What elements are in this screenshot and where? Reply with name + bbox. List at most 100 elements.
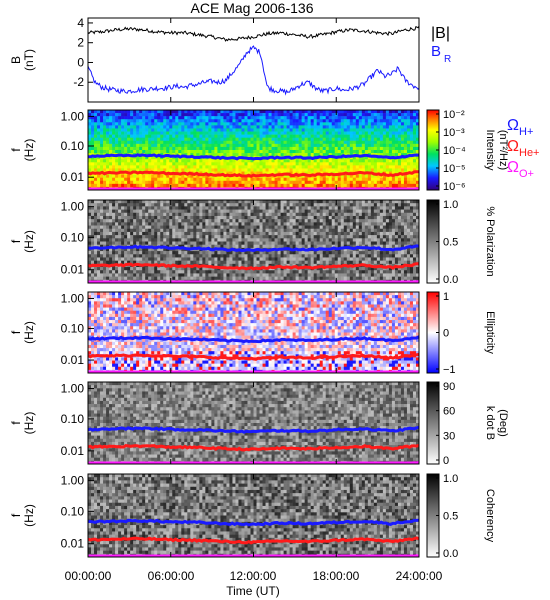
spectrogram-cell (340, 116, 345, 120)
spectrogram-cell (223, 219, 227, 223)
spectrogram-cell (358, 143, 363, 148)
spectrogram-cell (406, 254, 411, 258)
spectrogram-cell (289, 212, 293, 217)
spectrogram-cell (187, 128, 191, 132)
spectrogram-cell (220, 206, 224, 210)
spectrogram-cell (388, 140, 393, 145)
spectrogram-cell (409, 180, 414, 185)
spectrogram-cell (142, 257, 146, 261)
spectrogram-cell (355, 143, 360, 148)
spectrogram-cell (343, 203, 348, 207)
spectrogram-cell (133, 241, 137, 245)
spectrogram-cell (97, 174, 101, 178)
spectrogram-cell (112, 257, 116, 261)
spectrogram-cell (232, 134, 236, 138)
spectrogram-cell (211, 153, 215, 157)
spectrogram-cell (235, 257, 239, 261)
spectrogram-cell (223, 134, 227, 138)
spectrogram-cell (325, 238, 330, 242)
spectrogram-cell (157, 174, 161, 178)
spectrogram-cell (292, 200, 296, 204)
spectrogram-cell (322, 125, 327, 129)
spectrogram-cell (346, 228, 351, 233)
spectrogram-cell (400, 206, 405, 210)
spectrogram-cell (364, 156, 369, 160)
spectrogram-cell (235, 251, 239, 255)
spectrogram-cell (292, 131, 296, 135)
spectrogram-cell (157, 222, 161, 226)
spectrogram-cell (412, 140, 417, 145)
spectrogram-cell (244, 180, 248, 185)
spectrogram-cell (370, 235, 375, 239)
spectrogram-cell (208, 238, 212, 242)
spectrogram-cell (211, 159, 215, 163)
spectrogram-cell (412, 113, 417, 117)
spectrogram-cell (115, 212, 119, 217)
spectrogram-cell (400, 116, 405, 120)
spectrogram-cell (337, 254, 342, 258)
spectrogram-cell (349, 174, 354, 178)
spectrogram-cell (328, 134, 333, 138)
spectrogram-cell (190, 110, 194, 114)
spectrogram-cell (250, 231, 254, 236)
spectrogram-cell (337, 180, 342, 185)
spectrogram-cell (199, 215, 203, 220)
spectrogram-cell (373, 119, 378, 123)
spectrogram-cell (88, 222, 92, 226)
spectrogram-cell (361, 125, 366, 129)
spectrogram-cell (103, 183, 107, 188)
spectrogram-cell (346, 146, 351, 151)
spectrogram-cell (196, 177, 200, 182)
spectrogram-cell (118, 206, 122, 210)
spectrogram-cell (214, 241, 218, 245)
spectrogram-cell (352, 225, 357, 230)
spectrogram-cell (229, 257, 233, 261)
spectrogram-cell (385, 254, 390, 258)
spectrogram-cell (133, 219, 137, 223)
spectrogram-cell (346, 238, 351, 242)
spectrogram-cell (352, 128, 357, 132)
spectrogram-cell (277, 153, 281, 157)
spectrogram-cell (316, 110, 320, 114)
spectrogram-cell (325, 140, 330, 145)
spectrogram-cell (202, 177, 206, 182)
spectrogram-cell (115, 140, 119, 145)
spectrogram-cell (304, 134, 308, 138)
spectrogram-cell (406, 156, 411, 160)
spectrogram-cell (304, 241, 308, 245)
spectrogram-cell (277, 165, 281, 169)
spectrogram-cell (298, 203, 302, 207)
spectrogram-cell (235, 159, 239, 163)
spectrogram-cell (235, 222, 239, 226)
spectrogram-cell (226, 119, 230, 123)
spectrogram-cell (136, 116, 140, 120)
spectrogram-cell (217, 209, 221, 214)
spectrogram-cell (355, 219, 360, 223)
spectrogram-cell (409, 165, 414, 169)
spectrogram-cell (388, 203, 393, 207)
spectrogram-cell (385, 171, 390, 175)
spectrogram-cell (319, 125, 324, 129)
spectrogram-cell (412, 162, 417, 166)
spectrogram-cell (343, 131, 348, 135)
spectrogram-cell (376, 200, 381, 204)
spectrogram-cell (172, 137, 176, 142)
spectrogram-cell (199, 209, 203, 214)
spectrogram-cell (400, 137, 405, 142)
spectrogram-cell (130, 119, 134, 123)
spectrogram-cell (133, 131, 137, 135)
spectrogram-cell (187, 113, 191, 117)
spectrogram-cell (319, 180, 324, 185)
spectrogram-cell (91, 131, 95, 135)
spectrogram-cell (328, 177, 333, 182)
spectrogram-cell (412, 110, 417, 114)
spectrogram-cell (196, 122, 200, 126)
spectrogram-cell (325, 143, 330, 148)
spectrogram-cell (304, 212, 308, 217)
spectrogram-cell (394, 113, 399, 117)
spectrogram-cell (289, 134, 293, 138)
spectrogram-cell (343, 159, 348, 163)
spectrogram-cell (346, 131, 351, 135)
spectrogram-cell (343, 235, 348, 239)
spectrogram-cell (292, 137, 296, 142)
